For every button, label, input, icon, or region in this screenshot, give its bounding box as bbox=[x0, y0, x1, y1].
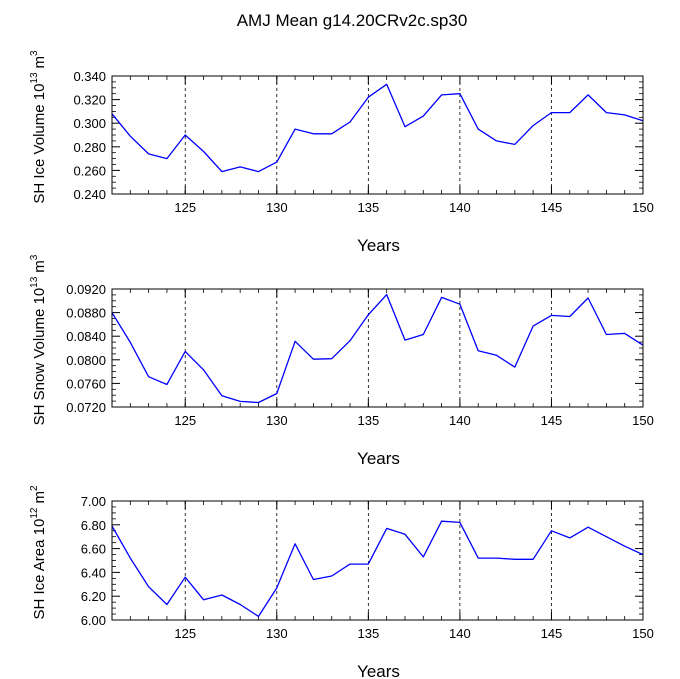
y-tick-label: 6.80 bbox=[81, 518, 106, 533]
y-tick-label: 0.0720 bbox=[66, 400, 106, 415]
panel-snow-volume: 125 130 135 140 145 150 0.0720 0.0760 0.0800 0.08… bbox=[29, 254, 654, 468]
y-tick-label: 6.00 bbox=[81, 613, 106, 628]
y-tick-label: 0.320 bbox=[73, 93, 106, 108]
x-axis-label: Years bbox=[357, 449, 400, 468]
x-tick-label: 140 bbox=[449, 413, 471, 428]
y-axis-label-unit-exponent: 2 bbox=[29, 485, 40, 491]
x-tick-label: 145 bbox=[541, 626, 563, 641]
x-tick-label: 140 bbox=[449, 626, 471, 641]
chart-title: AMJ Mean g14.20CRv2c.sp30 bbox=[237, 11, 468, 30]
series-line-ice-area bbox=[111, 520, 644, 618]
y-axis-label-exponent: 13 bbox=[29, 276, 40, 288]
panel-ice-volume: 125 130 135 140 145 150 0.240 0.260 0.280 0.300 0.… bbox=[29, 50, 654, 255]
y-tick-label: 6.60 bbox=[81, 542, 106, 557]
series-line-snow-volume bbox=[111, 293, 644, 404]
y-axis-label-exponent: 13 bbox=[29, 72, 40, 84]
y-tick-label: 0.280 bbox=[73, 140, 106, 155]
x-tick-label: 125 bbox=[174, 413, 196, 428]
series-line-ice-volume bbox=[111, 83, 644, 173]
x-axis-label: Years bbox=[357, 236, 400, 255]
y-axis-label: SH Ice Volume 1013 m3 bbox=[29, 50, 48, 204]
y-axis-label: SH Ice Area 1012 m2 bbox=[29, 485, 48, 620]
y-axis-label-unit-exponent: 3 bbox=[29, 254, 40, 260]
chart-panels: 125 130 135 140 145 150 0.240 0.260 0.280 0.300 0.… bbox=[29, 50, 654, 679]
y-axis-label-unit: m bbox=[31, 56, 48, 69]
x-tick-label: 125 bbox=[174, 200, 196, 215]
x-tick-label: 135 bbox=[357, 626, 379, 641]
y-tick-label: 7.00 bbox=[81, 494, 106, 509]
x-tick-label: 140 bbox=[449, 200, 471, 215]
plot-frame bbox=[111, 75, 644, 195]
y-tick-label: 0.0840 bbox=[66, 329, 106, 344]
y-tick-label: 0.0920 bbox=[66, 282, 106, 297]
x-axis-label: Years bbox=[357, 662, 400, 679]
y-tick-label: 0.0800 bbox=[66, 353, 106, 368]
x-tick-label: 150 bbox=[632, 626, 654, 641]
y-axis-label-text: SH Ice Volume 10 bbox=[31, 84, 48, 204]
x-tick-label: 145 bbox=[541, 413, 563, 428]
y-tick-label: 0.260 bbox=[73, 163, 106, 178]
y-axis-label-text: SH Ice Area 10 bbox=[31, 519, 48, 620]
x-tick-label: 135 bbox=[357, 413, 379, 428]
plot-frame bbox=[111, 288, 644, 408]
y-tick-label: 0.340 bbox=[73, 69, 106, 84]
x-tick-label: 125 bbox=[174, 626, 196, 641]
plot-frame bbox=[111, 500, 644, 621]
y-tick-label: 0.0880 bbox=[66, 306, 106, 321]
y-axis-label-unit-exponent: 3 bbox=[29, 50, 40, 56]
x-tick-label: 130 bbox=[266, 413, 288, 428]
x-tick-label: 130 bbox=[266, 626, 288, 641]
y-axis-label-text: SH Snow Volume 10 bbox=[31, 288, 48, 426]
x-tick-label: 130 bbox=[266, 200, 288, 215]
x-tick-label: 150 bbox=[632, 413, 654, 428]
y-axis-label: SH Snow Volume 1013 m3 bbox=[29, 254, 48, 425]
y-tick-label: 0.0760 bbox=[66, 376, 106, 391]
y-tick-label: 6.20 bbox=[81, 589, 106, 604]
x-tick-label: 150 bbox=[632, 200, 654, 215]
y-tick-label: 0.300 bbox=[73, 116, 106, 131]
y-axis-label-exponent: 12 bbox=[29, 507, 40, 519]
y-tick-label: 0.240 bbox=[73, 187, 106, 202]
panel-ice-area: 125 130 135 140 145 150 6.00 6.20 6.40 6.60 6.80 7.… bbox=[29, 485, 654, 679]
y-tick-label: 6.40 bbox=[81, 565, 106, 580]
x-tick-label: 135 bbox=[357, 200, 379, 215]
y-axis-label-unit: m bbox=[31, 491, 48, 504]
y-axis-label-unit: m bbox=[31, 260, 48, 273]
x-tick-label: 145 bbox=[541, 200, 563, 215]
